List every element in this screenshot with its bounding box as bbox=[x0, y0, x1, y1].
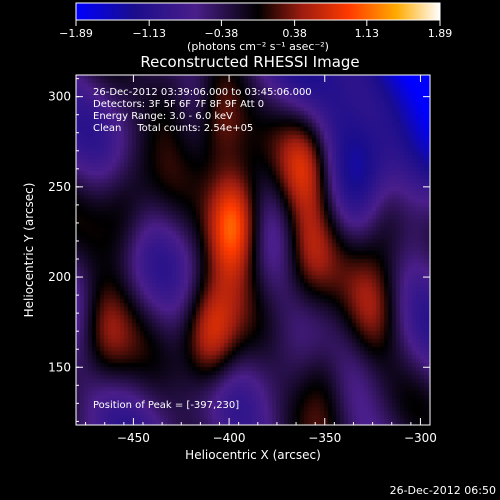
x-axis-label: Heliocentric X (arcsec) bbox=[185, 448, 321, 462]
y-tick-label: 300 bbox=[48, 90, 71, 104]
colorbar bbox=[75, 2, 441, 21]
colorbar-tick-label: −1.13 bbox=[132, 27, 166, 40]
y-axis-ticks: 150 200 250 300 bbox=[48, 78, 430, 422]
footer-timestamp: 26-Dec-2012 06:50 bbox=[390, 484, 496, 497]
colorbar-tick-label: 1.89 bbox=[428, 27, 453, 40]
chart-title: Reconstructed RHESSI Image bbox=[140, 53, 359, 71]
y-tick-label: 250 bbox=[48, 180, 71, 194]
x-tick-label: −450 bbox=[117, 431, 150, 445]
x-axis-ticks: −450 −400 −350 −300 bbox=[85, 75, 437, 445]
colorbar-unit-label: (photons cm⁻² s⁻¹ asec⁻²) bbox=[187, 40, 329, 53]
annotation-clean: Clean Total counts: 2.54e+05 bbox=[93, 123, 253, 134]
y-tick-label: 200 bbox=[48, 270, 71, 284]
heatmap-image bbox=[76, 75, 430, 425]
x-tick-label: −350 bbox=[308, 431, 341, 445]
y-tick-label: 150 bbox=[48, 360, 71, 374]
annotation-peak: Position of Peak = [-397,230] bbox=[93, 400, 239, 411]
colorbar-tick-label: 0.38 bbox=[282, 27, 307, 40]
colorbar-tick-label: −0.38 bbox=[205, 27, 239, 40]
annotation-energy: Energy Range: 3.0 - 6.0 keV bbox=[93, 111, 233, 122]
x-tick-label: −300 bbox=[404, 431, 437, 445]
colorbar-ticks: −1.89 −1.13 −0.38 0.38 1.13 1.89 bbox=[59, 20, 452, 40]
plot-frame bbox=[75, 74, 431, 426]
annotation-detectors: Detectors: 3F 5F 6F 7F 8F 9F Att 0 bbox=[93, 99, 264, 110]
colorbar-tick-label: 1.13 bbox=[355, 27, 380, 40]
y-axis-label: Heliocentric Y (arcsec) bbox=[22, 183, 36, 318]
colorbar-tick-label: −1.89 bbox=[59, 27, 93, 40]
x-tick-label: −400 bbox=[213, 431, 246, 445]
annotation-time-range: 26-Dec-2012 03:39:06.000 to 03:45:06.000 bbox=[93, 87, 312, 98]
